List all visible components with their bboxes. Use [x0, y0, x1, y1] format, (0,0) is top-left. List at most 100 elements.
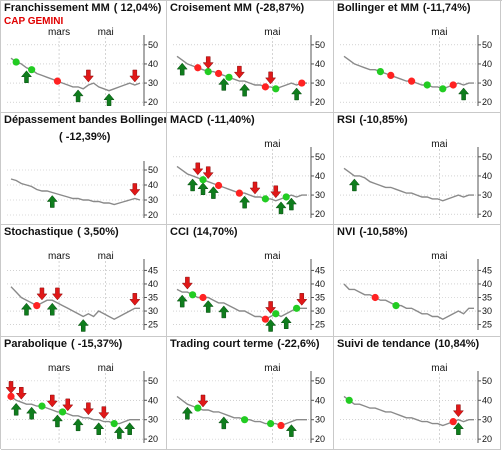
- y-tick-label: 40: [482, 395, 492, 405]
- month-label: mai: [431, 27, 447, 38]
- chart-title: CCI (14,70%): [170, 226, 331, 239]
- chart-panel[interactable]: Croisement MM (-28,87%) 20 30 40 50 mai: [167, 1, 334, 113]
- chart-title: Trading court terme (-22,6%): [170, 338, 331, 351]
- month-label: mai: [264, 139, 280, 150]
- chart-title: Franchissement MM( 12,04%): [4, 2, 164, 15]
- sell-arrow: [46, 394, 58, 408]
- chart-svg: 20 30 40 50 mai: [173, 139, 325, 219]
- buy-arrow: [20, 70, 33, 84]
- y-tick-label: 30: [148, 415, 158, 425]
- chart-svg: 20 30 40 50 mai: [340, 139, 492, 219]
- chart-name: Bollinger et MM: [337, 2, 419, 14]
- y-tick-label: 30: [482, 306, 492, 316]
- y-tick-label: 40: [148, 279, 158, 289]
- sell-arrow: [233, 65, 245, 79]
- y-tick-label: 30: [315, 190, 325, 200]
- chart-name: RSI: [337, 114, 356, 126]
- price-line: [10, 178, 141, 206]
- price-line: [10, 286, 140, 320]
- buy-signal-dot: [12, 58, 20, 66]
- buy-signal-dot: [194, 404, 202, 412]
- chart-panel[interactable]: RSI (-10,85%) 20 30 40 50 mai: [334, 113, 501, 225]
- buy-arrow: [124, 422, 136, 435]
- chart-name: CCI: [170, 226, 189, 238]
- y-tick-label: 40: [482, 59, 492, 69]
- y-tick-label: 50: [148, 376, 158, 386]
- y-tick-label: 50: [315, 152, 325, 162]
- buy-arrow: [291, 87, 303, 101]
- buy-arrow: [218, 416, 230, 430]
- chart-panel[interactable]: ( -12,39%) Dépassement bandes Bollinger 20…: [1, 113, 167, 225]
- buy-arrow: [26, 406, 38, 420]
- sell-arrow: [129, 183, 141, 196]
- chart-panel[interactable]: Suivi de tendance (10,84%) 20 30 40 50 mai: [334, 337, 501, 450]
- y-tick-label: 40: [482, 171, 492, 181]
- buy-signal-dot: [272, 85, 280, 93]
- chart-panel[interactable]: Bollinger et MM (-11,74%) 20 30 40 50 mai: [334, 1, 501, 113]
- y-tick-label: 40: [148, 180, 158, 190]
- chart-panel[interactable]: Trading court terme (-22,6%) 20 30 40 50 mai: [167, 337, 334, 450]
- y-tick-label: 30: [148, 306, 158, 316]
- y-tick-label: 50: [315, 376, 325, 386]
- buy-arrow: [452, 422, 464, 435]
- y-tick-label: 20: [482, 209, 492, 219]
- y-tick-label: 30: [482, 415, 492, 425]
- buy-signal-dot: [189, 291, 197, 299]
- buy-arrow: [176, 294, 188, 308]
- month-label: mai: [431, 363, 447, 374]
- chart-panel[interactable]: MACD (-11,40%) 20 30 40 50 mai: [167, 113, 334, 225]
- sell-arrow: [296, 293, 308, 306]
- y-tick-label: 40: [315, 59, 325, 69]
- sell-arrow: [129, 293, 141, 306]
- buy-signal-dot: [199, 176, 207, 184]
- price-line: [10, 57, 141, 92]
- buy-signal-dot: [38, 402, 46, 410]
- y-tick-label: 35: [482, 293, 492, 303]
- chart-title: Suivi de tendance (10,84%): [337, 338, 498, 351]
- y-tick-label: 40: [315, 395, 325, 405]
- sell-arrow: [265, 301, 277, 314]
- chart-panel[interactable]: Franchissement MM( 12,04%) CAP GEMINI 20 30…: [1, 1, 167, 113]
- y-tick-label: 25: [315, 320, 325, 330]
- buy-arrow: [20, 302, 33, 316]
- y-tick-label: 50: [482, 376, 492, 386]
- chart-svg: 20 30 40 50: [7, 161, 158, 220]
- sell-arrow: [82, 69, 94, 83]
- sell-signal-dot: [215, 181, 223, 190]
- sell-arrow: [202, 166, 214, 180]
- performance-value: ( -15,37%): [70, 338, 123, 350]
- buy-arrow: [202, 300, 214, 313]
- sell-arrow: [62, 398, 74, 412]
- chart-title: Bollinger et MM (-11,74%): [337, 2, 498, 15]
- price-line: [176, 288, 307, 320]
- sell-signal-dot: [449, 81, 457, 89]
- buy-signal-dot: [261, 195, 269, 203]
- sell-signal-dot: [261, 315, 269, 323]
- buy-arrow: [93, 422, 105, 435]
- buy-arrow: [176, 62, 188, 76]
- sell-arrow: [270, 185, 282, 199]
- month-label: mars: [48, 27, 70, 38]
- chart-name: Dépassement bandes Bollinger: [4, 114, 167, 126]
- buy-arrow: [72, 418, 84, 432]
- month-label: mars: [48, 251, 70, 262]
- buy-arrow: [46, 195, 58, 208]
- y-tick-label: 20: [148, 210, 158, 220]
- chart-title: Croisement MM (-28,87%): [170, 2, 331, 15]
- sell-arrow: [36, 287, 48, 301]
- chart-panel[interactable]: Stochastique( 3,50%) 25 30 35 40 45 mars mai: [1, 225, 167, 337]
- chart-panel[interactable]: NVI (-10,58%) 25 30 35 40 45 mai: [334, 225, 501, 337]
- chart-panel[interactable]: CCI (14,70%) 25 30 35 40 45 mai: [167, 225, 334, 337]
- chart-panel[interactable]: Parabolique( -15,37%) 20 30 40 50 mars mai: [1, 337, 167, 450]
- buy-arrow: [207, 186, 219, 199]
- sell-signal-dot: [387, 71, 395, 80]
- sell-signal-dot: [408, 77, 416, 85]
- chart-name: Suivi de tendance: [337, 338, 431, 350]
- month-label: mai: [264, 251, 280, 262]
- chart-name: Franchissement MM: [4, 2, 110, 14]
- sell-arrow: [265, 71, 277, 85]
- sell-signal-dot: [215, 69, 223, 78]
- performance-value: (-28,87%): [255, 2, 305, 14]
- sell-signal-dot: [7, 392, 15, 401]
- y-tick-label: 45: [315, 265, 325, 275]
